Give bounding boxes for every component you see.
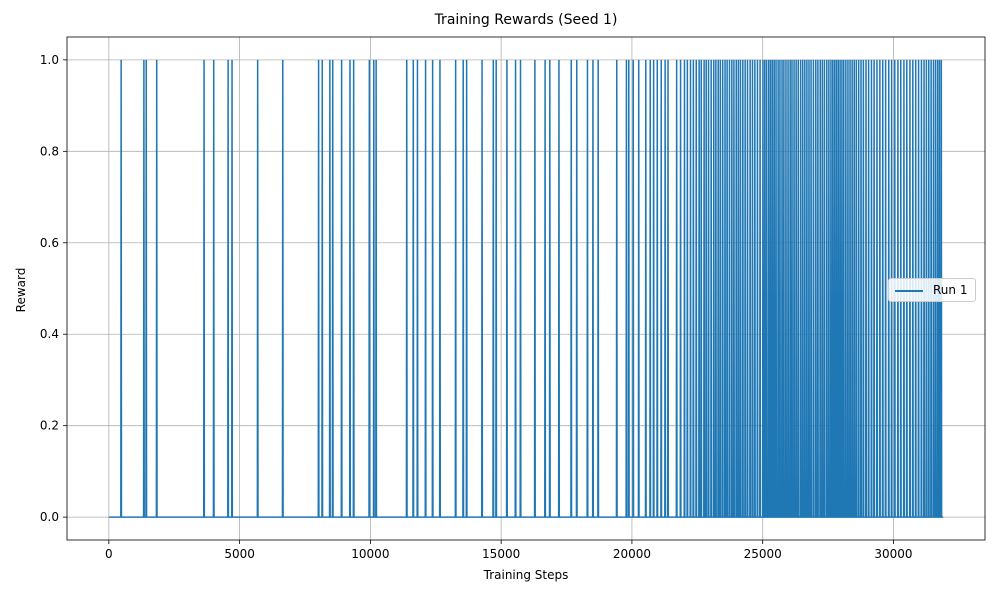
y-axis-label: Reward (14, 267, 28, 313)
x-tick-label: 5000 (224, 547, 255, 561)
legend-label-run-1: Run 1 (933, 283, 968, 297)
axes-frame (66, 36, 986, 541)
legend-line-run-1 (895, 290, 923, 292)
legend: Run 1 (888, 278, 976, 302)
x-tick-label: 0 (105, 547, 113, 561)
x-tick-label: 30000 (874, 547, 912, 561)
x-tick-label: 15000 (482, 547, 520, 561)
y-tick-label: 0.4 (40, 327, 59, 341)
x-tick-label: 25000 (744, 547, 782, 561)
y-tick-label: 0.2 (40, 419, 59, 433)
y-tick-label: 0.8 (40, 144, 59, 158)
series-line-run-1 (108, 59, 944, 518)
chart-title: Training Rewards (Seed 1) (434, 12, 618, 28)
x-axis-label: Training Steps (483, 568, 569, 582)
x-tick-label: 20000 (613, 547, 651, 561)
y-tick-label: 0.0 (40, 510, 59, 524)
x-tick-label: 10000 (351, 547, 389, 561)
y-tick-label: 1.0 (40, 53, 59, 67)
y-tick-label: 0.6 (40, 236, 59, 250)
